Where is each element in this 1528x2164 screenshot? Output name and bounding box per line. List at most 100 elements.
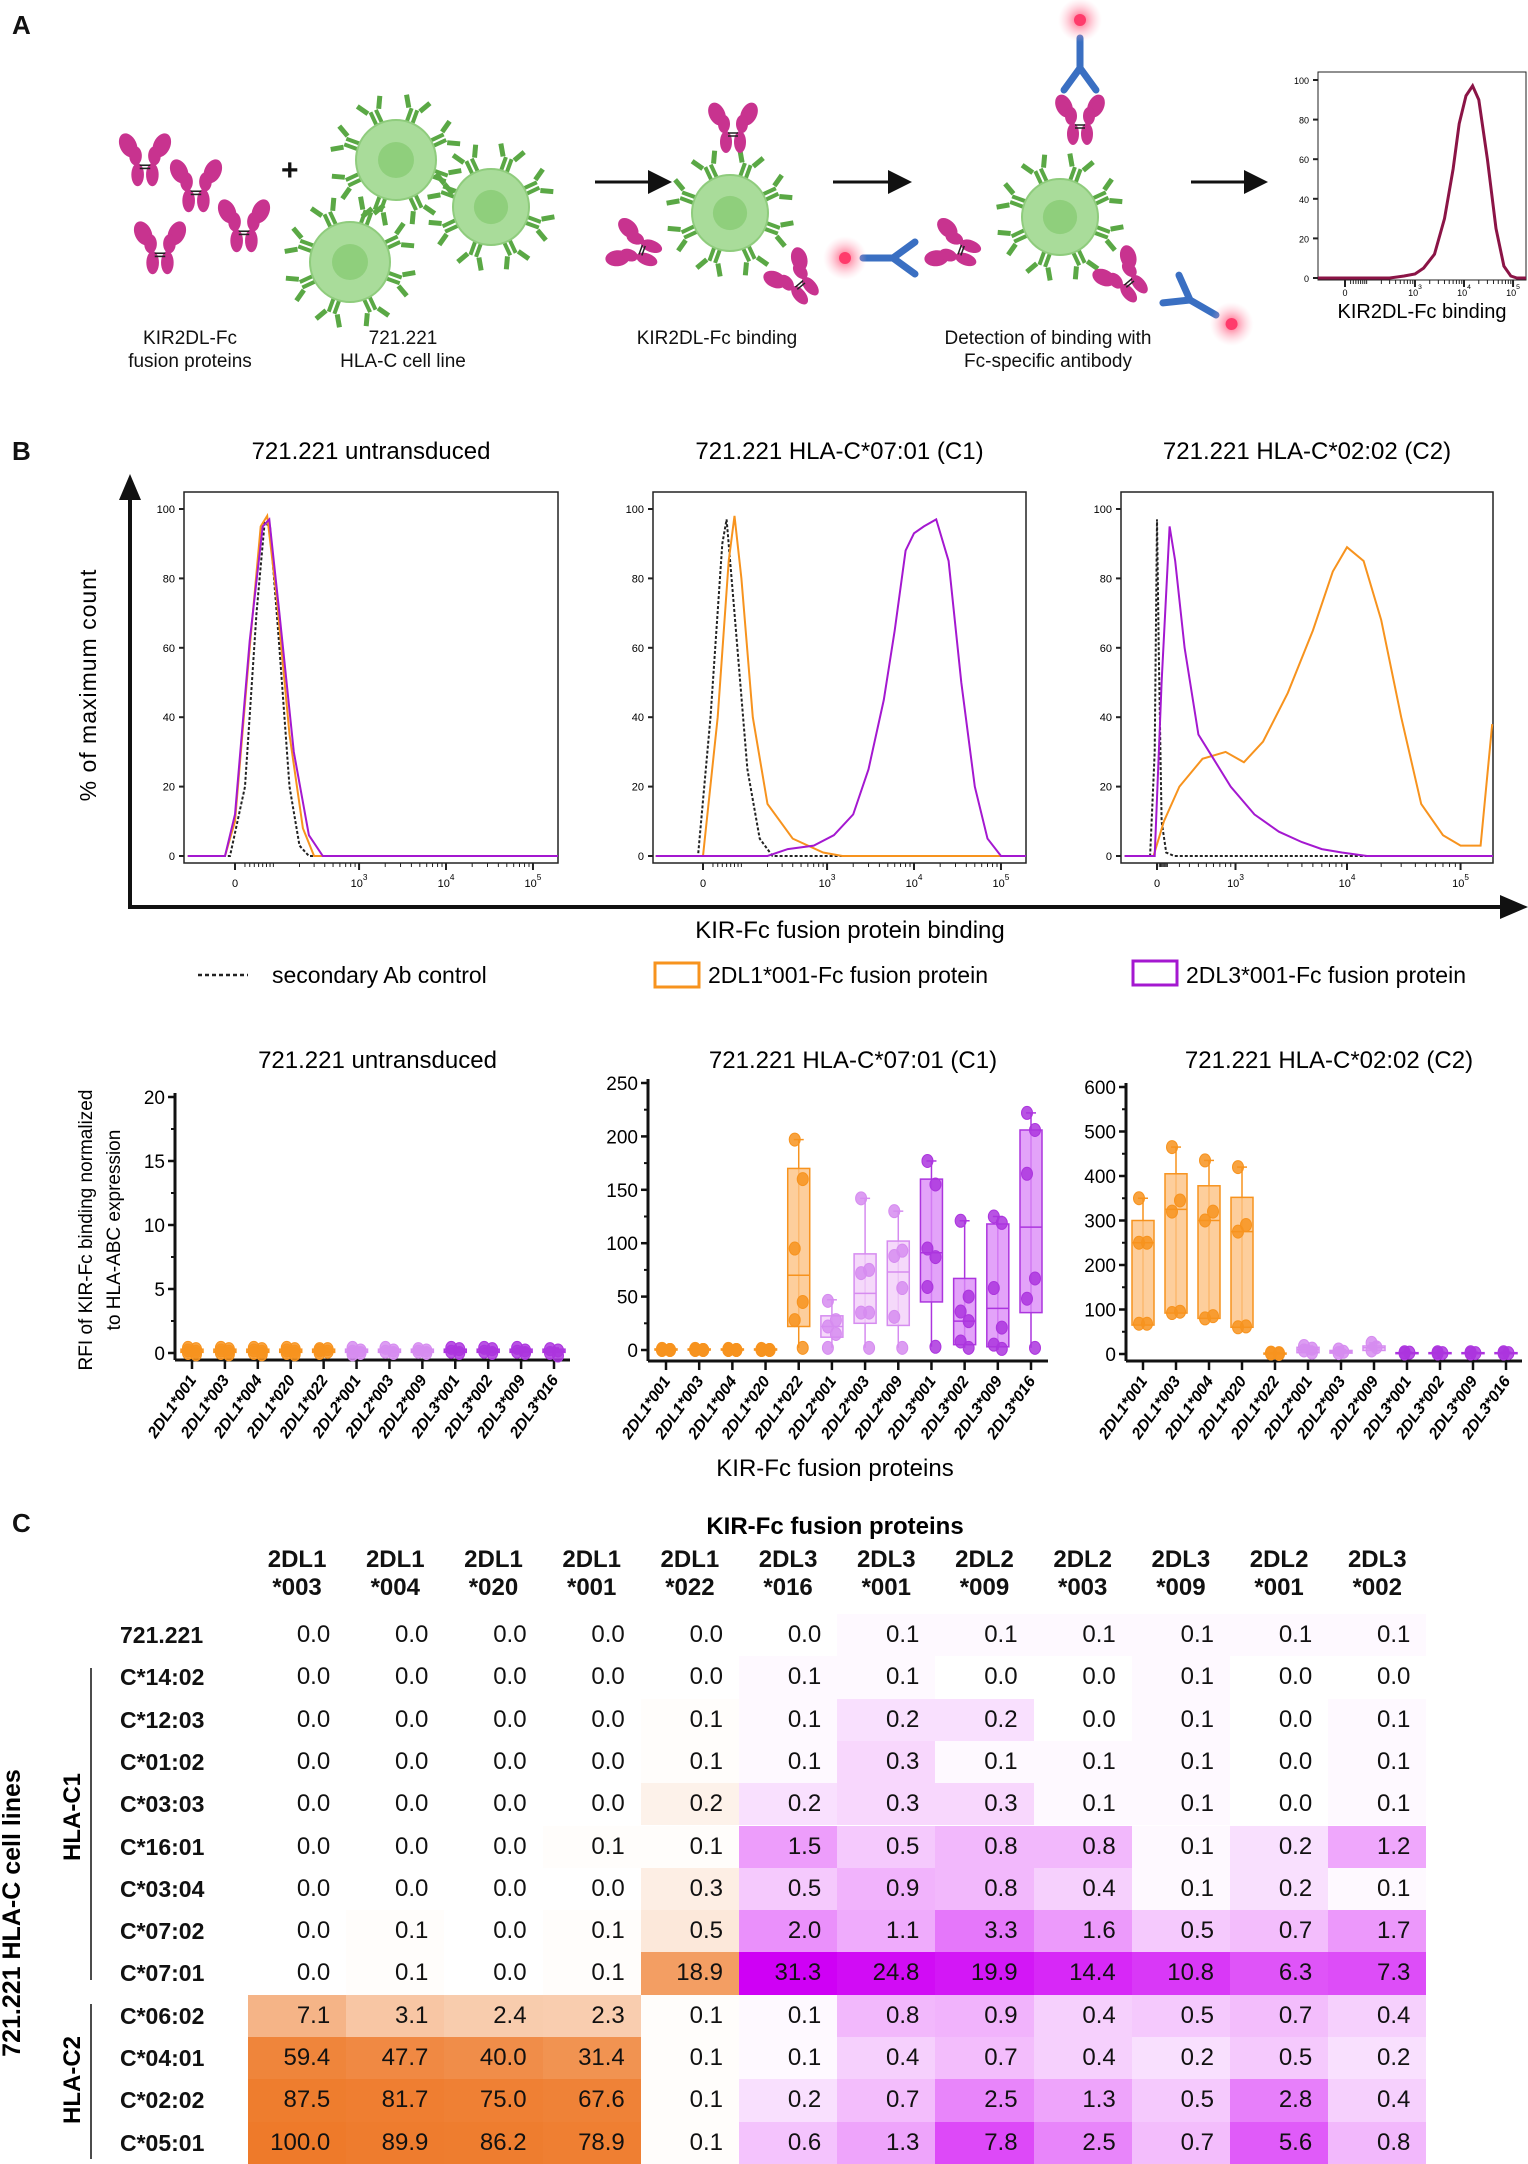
heatmap-cell: 0.1 bbox=[542, 1910, 641, 1953]
heatmap-cell: 1.1 bbox=[837, 1910, 936, 1953]
heatmap-title: KIR-Fc fusion proteins bbox=[706, 1513, 963, 1540]
hla-c-receptor-icon bbox=[1071, 249, 1100, 280]
hla-c-receptor-icon bbox=[285, 274, 316, 303]
data-point bbox=[1306, 1345, 1318, 1360]
panel-b-charts: % of maximum count KIR-Fc fusion protein… bbox=[75, 474, 1528, 1482]
column-header: 2DL1 *001 bbox=[543, 1546, 641, 1602]
heatmap-cell: 0.1 bbox=[935, 1614, 1034, 1657]
hist-y-axis-label: % of maximum count bbox=[75, 569, 101, 802]
kir-fc-protein-icon bbox=[217, 199, 271, 253]
kir-fc-protein-icon bbox=[924, 217, 982, 267]
box-2DL3-001 bbox=[1395, 1345, 1419, 1361]
x-tick-label: 105 bbox=[1452, 873, 1469, 890]
heatmap-cell: 0.3 bbox=[640, 1867, 739, 1911]
legend: secondary Ab control 2DL1*001-Fc fusion … bbox=[198, 959, 1466, 989]
heatmap-cell: 0.8 bbox=[935, 1825, 1034, 1868]
heatmap-cell: 0.1 bbox=[1131, 1783, 1230, 1826]
kir-fc-protein-icon bbox=[1092, 245, 1148, 303]
heatmap-cell: 19.9 bbox=[935, 1952, 1034, 1995]
heatmap-cell: 0.1 bbox=[1131, 1867, 1230, 1911]
heatmap-cell: 0.0 bbox=[1033, 1698, 1132, 1741]
data-point bbox=[954, 1304, 967, 1319]
y-tick-label: 20 bbox=[1100, 782, 1112, 794]
data-point bbox=[995, 1215, 1008, 1230]
heatmap-cell: 75.0 bbox=[444, 2079, 543, 2122]
box-iqr bbox=[919, 1178, 944, 1303]
x-tick-label: 103 bbox=[1408, 284, 1422, 298]
box-2DL1-004 bbox=[1197, 1153, 1221, 1326]
column-gene: 2DL1 bbox=[464, 1546, 523, 1573]
row-label: C*07:01 bbox=[120, 1960, 205, 1987]
heatmap-cell: 0.0 bbox=[444, 1910, 543, 1953]
heatmap-cell: 0.1 bbox=[542, 1952, 641, 1995]
hla-c-receptor-icon bbox=[695, 246, 723, 277]
data-point bbox=[796, 1294, 809, 1309]
heatmap-cell: 0.0 bbox=[346, 1825, 445, 1868]
heatmap-cell: 0.0 bbox=[346, 1656, 445, 1699]
box-2DL3-016 bbox=[1494, 1345, 1518, 1361]
kir-fc-protein-icon bbox=[763, 247, 819, 305]
heatmap-cell: 0.1 bbox=[935, 1740, 1034, 1784]
data-point bbox=[995, 1320, 1008, 1335]
heatmap-cell: 0.1 bbox=[542, 1825, 641, 1868]
y-tick-label: 40 bbox=[1100, 712, 1112, 724]
column-header: 2DL3 *001 bbox=[837, 1546, 935, 1602]
y-tick-label: 10 bbox=[144, 1216, 165, 1237]
step-label-fusion-proteins: KIR2DL-Fc fusion proteins bbox=[128, 328, 252, 372]
hla-c-receptor-icon bbox=[502, 239, 531, 270]
histogram-curve-secondary-ab-control bbox=[655, 519, 1026, 857]
box-2DL1-003 bbox=[687, 1341, 711, 1357]
box-2DL3-009 bbox=[509, 1340, 533, 1360]
histogram-panel-2: 721.221 HLA-C*07:01 (C1) 0 20 40 60 80 100 0 103… bbox=[626, 438, 1027, 890]
data-point bbox=[420, 1346, 433, 1360]
x-tick-label: 104 bbox=[906, 873, 923, 890]
heatmap-cell: 1.3 bbox=[837, 2121, 936, 2164]
hla-c-receptor-icon bbox=[404, 94, 432, 125]
x-tick-label: 105 bbox=[993, 873, 1010, 890]
y-tick-label: 100 bbox=[606, 1234, 638, 1255]
column-header: 2DL2 *001 bbox=[1230, 1546, 1328, 1602]
kir-fc-protein-icon bbox=[118, 133, 172, 187]
heatmap-cell: 1.5 bbox=[739, 1825, 838, 1868]
heatmap-cell: 0.2 bbox=[1328, 2037, 1427, 2080]
y-tick-label: 20 bbox=[1299, 234, 1309, 244]
heatmap-cell: 0.9 bbox=[837, 1867, 936, 1911]
heatmap-cell: 0.1 bbox=[837, 1656, 936, 1699]
y-tick-label: 0 bbox=[638, 851, 644, 863]
heatmap-cell: 31.3 bbox=[739, 1952, 838, 1995]
x-tick-label: 103 bbox=[819, 873, 836, 890]
heatmap-cell: 0.0 bbox=[248, 1698, 347, 1741]
column-header: 2DL1 *004 bbox=[346, 1546, 444, 1602]
data-point bbox=[995, 1341, 1008, 1356]
heatmap-cell: 0.1 bbox=[346, 1952, 445, 1995]
heatmap-cell: 6.3 bbox=[1230, 1952, 1329, 1995]
data-point bbox=[1232, 1320, 1244, 1335]
data-point bbox=[763, 1343, 776, 1357]
box-plot-title: 721.221 HLA-C*07:01 (C1) bbox=[709, 1047, 997, 1074]
heatmap-cell: 0.1 bbox=[739, 1656, 838, 1699]
box-2DL1-020 bbox=[278, 1340, 303, 1362]
heatmap-cell: 0.0 bbox=[444, 1740, 543, 1784]
box-2DL2-003 bbox=[853, 1191, 877, 1355]
column-gene: 2DL1 bbox=[562, 1546, 622, 1573]
heatmap-cell: 0.0 bbox=[542, 1656, 641, 1699]
y-tick-label: 150 bbox=[606, 1181, 638, 1202]
heatmap-cell: 0.2 bbox=[837, 1698, 936, 1741]
column-gene: 2DL2 bbox=[1249, 1546, 1309, 1573]
y-tick-label: 100 bbox=[1294, 76, 1309, 86]
box-2DL1-004 bbox=[246, 1340, 270, 1362]
column-gene: 2DL2 bbox=[1053, 1546, 1113, 1573]
data-point bbox=[954, 1213, 967, 1228]
data-point bbox=[788, 1241, 801, 1256]
heatmap-cell: 0.0 bbox=[444, 1614, 543, 1657]
heatmap-cell: 0.3 bbox=[837, 1740, 936, 1784]
x-tick-label: 104 bbox=[1339, 873, 1356, 890]
heatmap-cell: 100.0 bbox=[248, 2121, 347, 2164]
heatmap-cell: 0.0 bbox=[739, 1614, 838, 1657]
kir-fc-protein-icon bbox=[1055, 94, 1105, 145]
hla-c2-label: HLA-C2 bbox=[59, 2036, 86, 2124]
box-2DL1-003 bbox=[213, 1340, 237, 1362]
heatmap-cell: 0.0 bbox=[248, 1783, 347, 1826]
heatmap-cell: 0.0 bbox=[248, 1614, 347, 1657]
row-label: C*01:02 bbox=[120, 1748, 205, 1775]
